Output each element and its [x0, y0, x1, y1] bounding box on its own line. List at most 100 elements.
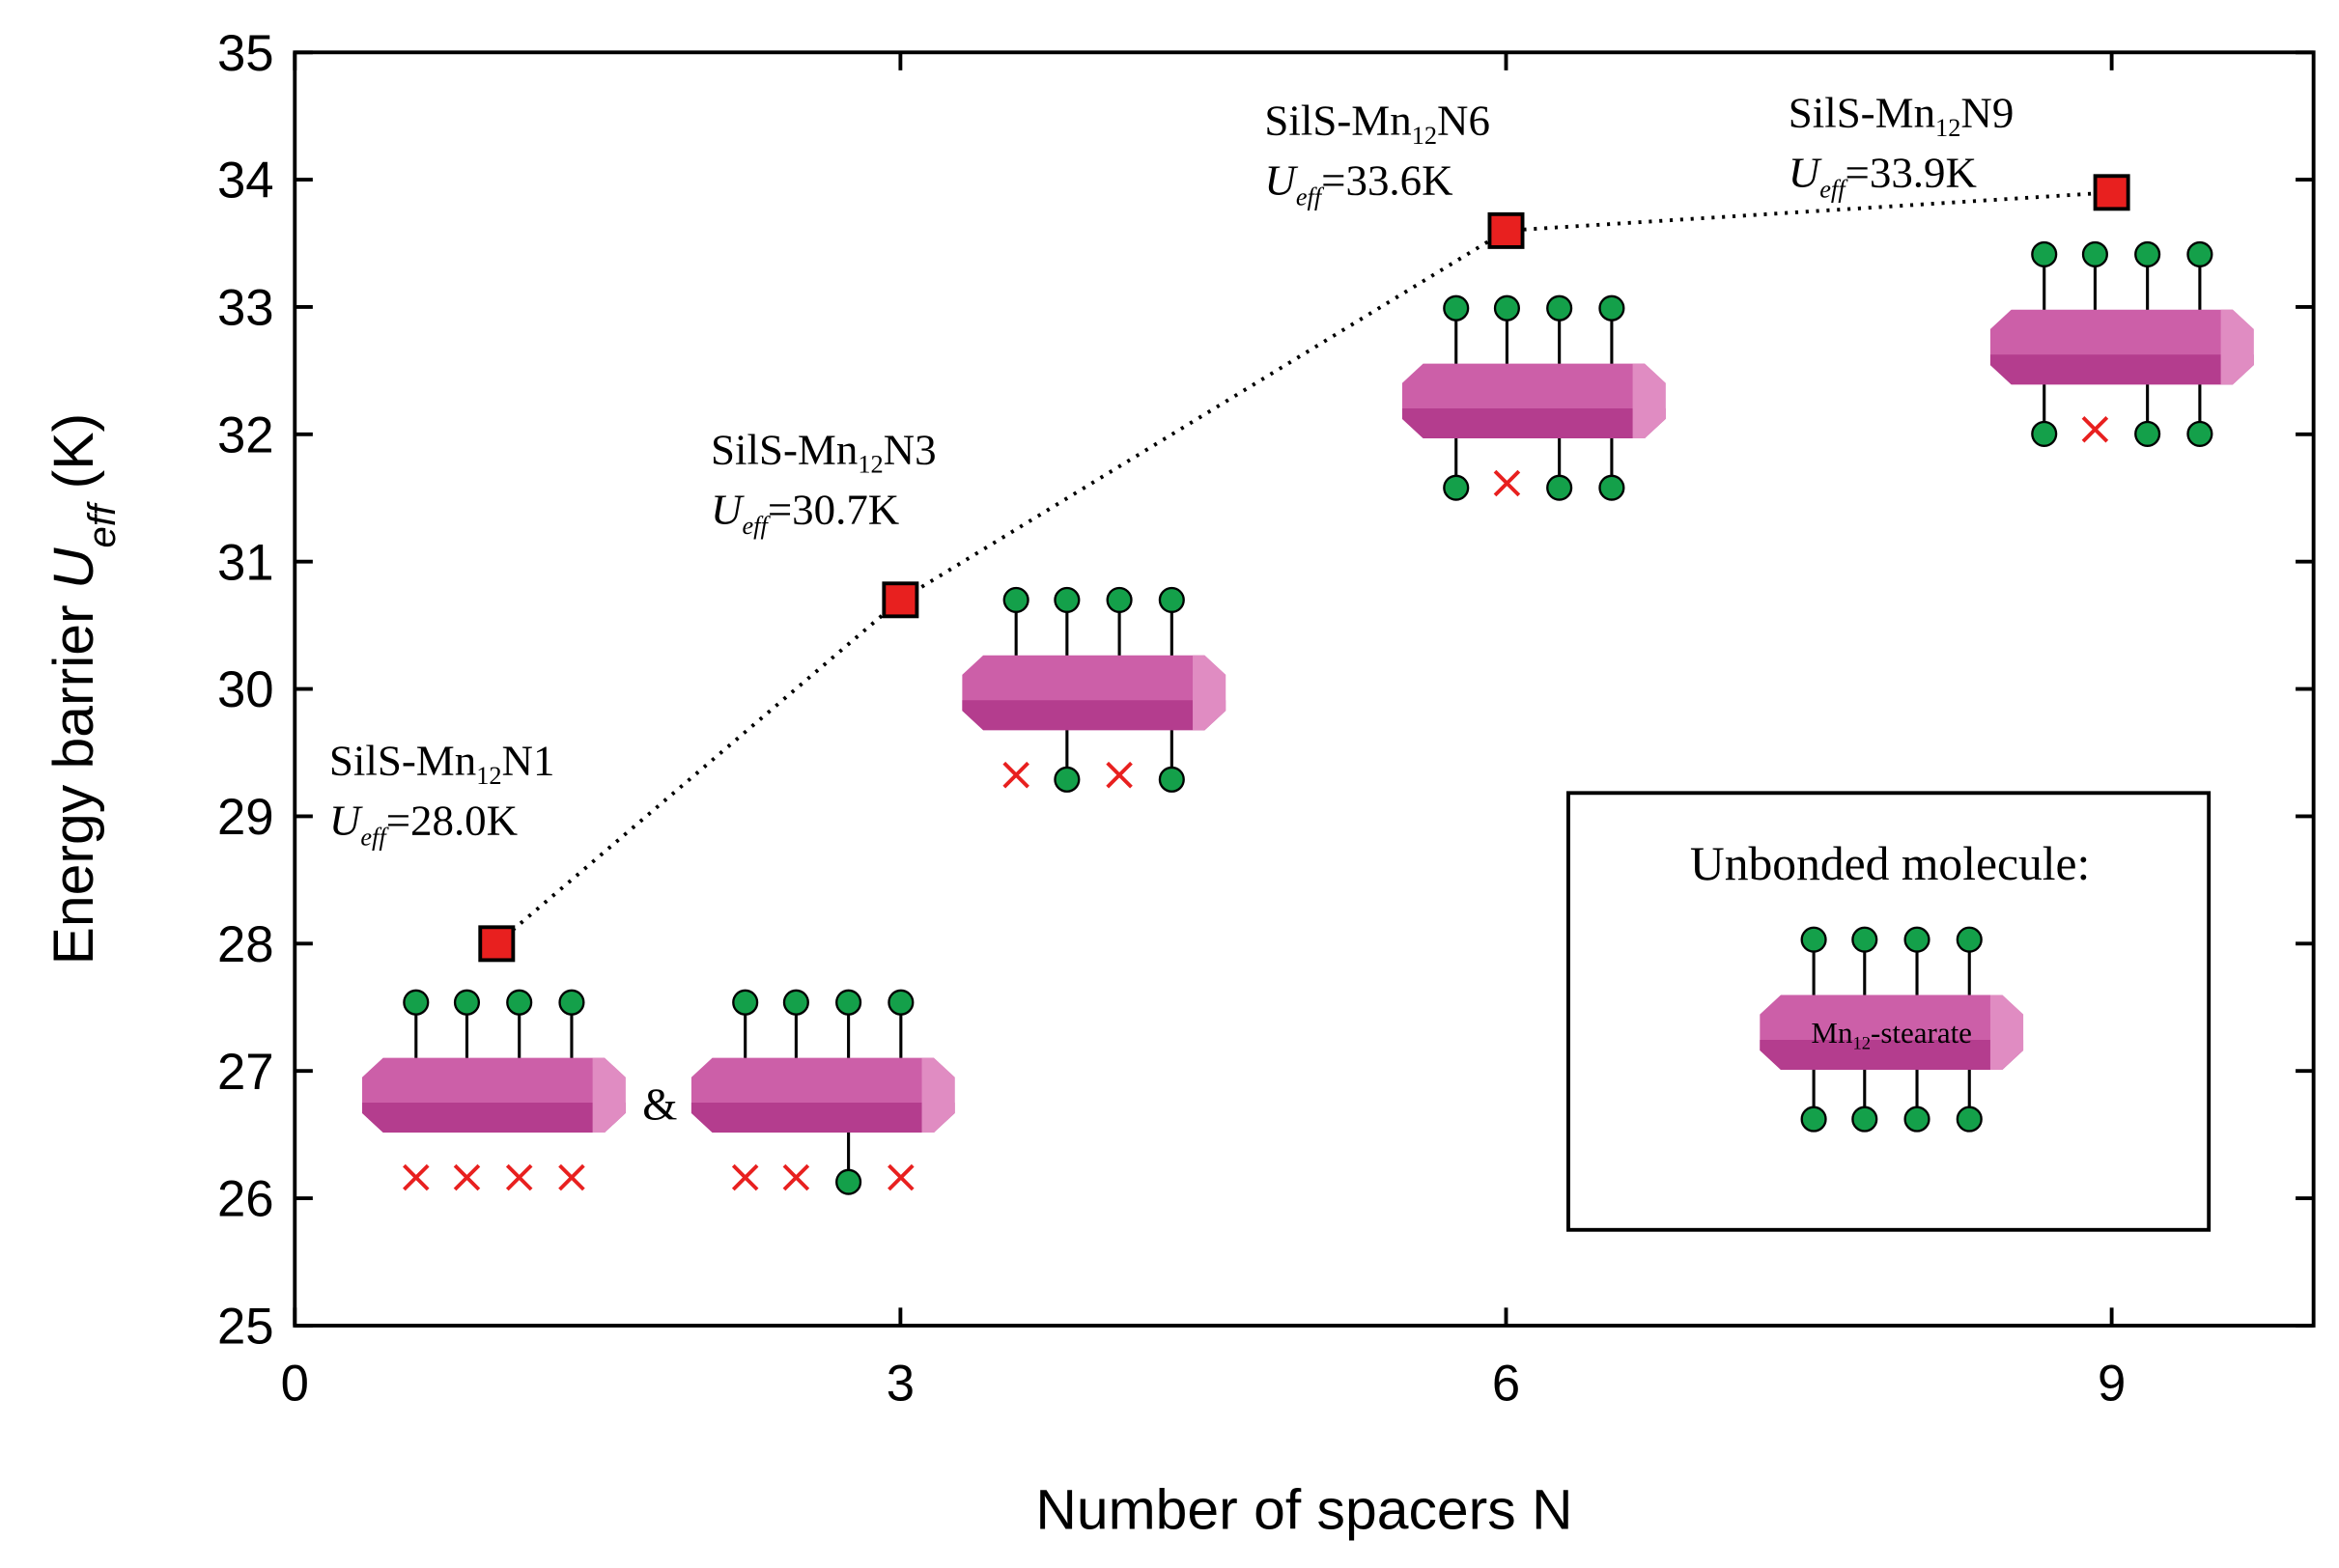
- y-axis-label-part: eff: [80, 501, 124, 548]
- ligand: [1158, 766, 1185, 793]
- y-tick-label: 29: [217, 789, 274, 846]
- ligand: [2186, 240, 2213, 268]
- ligand: [1903, 926, 1930, 953]
- ligand: [1956, 1106, 1983, 1133]
- annotation-name-part: SilS-Mn: [1264, 96, 1411, 144]
- ligand: [2134, 420, 2161, 447]
- y-axis-label-part: U: [42, 547, 105, 589]
- core-highlight: [1989, 994, 2024, 1070]
- annotation-value-part: =33.6K: [1321, 155, 1452, 204]
- missing-ligand: [1106, 761, 1133, 789]
- annotation-value-part: eff: [360, 824, 389, 852]
- ligand: [1493, 294, 1520, 322]
- molecule-diagram: [361, 989, 626, 1191]
- core-shade: [1989, 354, 2254, 385]
- y-tick-label: 30: [217, 661, 274, 718]
- ligand: [403, 989, 430, 1016]
- annotation-name-part: 12: [1935, 114, 1960, 142]
- annotation-name-part: N1: [502, 737, 555, 785]
- y-axis-label: Energy barrier Ueff (K): [42, 413, 123, 966]
- ligand: [1598, 474, 1625, 501]
- ligand: [2186, 420, 2213, 447]
- ligand: [1903, 1106, 1930, 1133]
- annotation-name: SilS-Mn12N3: [711, 425, 937, 478]
- annotation-value: Ueff=28.0K: [329, 797, 518, 852]
- molecule-diagram: [1989, 240, 2254, 447]
- annotation-name-part: 12: [858, 451, 883, 479]
- ligand: [1800, 1106, 1827, 1133]
- core-shade: [690, 1103, 955, 1134]
- molecule-diagram: [1760, 926, 2024, 1133]
- ligand: [835, 1168, 862, 1195]
- annotation-value: Ueff=30.7K: [711, 485, 899, 540]
- missing-ligand: [403, 1163, 430, 1191]
- ligand: [1443, 474, 1470, 501]
- annotation-value-part: U: [329, 797, 363, 845]
- y-axis-label-part: (K): [42, 413, 105, 505]
- y-tick-label: 28: [217, 916, 274, 973]
- ligand: [2031, 420, 2058, 447]
- annotation-name: SilS-Mn12N9: [1789, 89, 2015, 142]
- point-marker: [882, 581, 919, 619]
- annotation-value-part: eff: [743, 512, 772, 540]
- core-shade: [1760, 1039, 2024, 1070]
- annotation-value-part: U: [1789, 149, 1822, 197]
- inset-label-part: Mn: [1811, 1016, 1853, 1050]
- missing-ligand: [1002, 761, 1029, 789]
- ligand: [2081, 240, 2108, 268]
- molecule-diagram: [962, 586, 1226, 793]
- annotation-value-part: eff: [1819, 176, 1848, 204]
- annotation-name-part: SilS-Mn: [329, 737, 476, 785]
- ligand: [1800, 926, 1827, 953]
- ligand: [1158, 586, 1185, 613]
- ligand: [1054, 586, 1081, 613]
- core-highlight: [1193, 655, 1226, 731]
- molecule-diagram: [690, 989, 955, 1195]
- ligand: [888, 989, 915, 1016]
- x-tick-label: 6: [1492, 1355, 1520, 1412]
- y-tick-label: 26: [217, 1171, 274, 1228]
- annotation-value-part: U: [1264, 155, 1298, 204]
- ligand: [558, 989, 585, 1016]
- ligand: [1106, 586, 1133, 613]
- ligand: [1851, 926, 1878, 953]
- x-axis-label: Number of spacers N: [1035, 1479, 1572, 1542]
- annotation-name-part: N6: [1437, 96, 1490, 144]
- inset-label-part: 12: [1852, 1033, 1871, 1053]
- y-axis-label-part: Energy barrier: [42, 589, 105, 965]
- y-tick-label: 27: [217, 1044, 274, 1101]
- ligand: [835, 989, 862, 1016]
- core-shade: [1401, 408, 1666, 439]
- ligand: [453, 989, 481, 1016]
- annotation-name-part: N3: [884, 425, 937, 473]
- core-highlight: [592, 1057, 626, 1134]
- annotation-value-part: =28.0K: [386, 797, 518, 845]
- ligand: [1851, 1106, 1878, 1133]
- x-tick-label: 0: [281, 1355, 309, 1412]
- point-marker: [2093, 174, 2130, 211]
- annotation-name-part: SilS-Mn: [711, 425, 858, 473]
- missing-ligand: [558, 1163, 585, 1191]
- y-tick-label: 33: [217, 280, 274, 337]
- y-tick-label: 35: [217, 25, 274, 82]
- inset-label: Mn12-stearate: [1811, 1016, 1972, 1053]
- y-tick-label: 25: [217, 1299, 274, 1356]
- inset-title: Unbonded molecule:: [1690, 837, 2090, 890]
- ligand: [2031, 240, 2058, 268]
- annotation-value-part: U: [711, 485, 745, 533]
- ligand: [1054, 766, 1081, 793]
- y-tick-label: 31: [217, 534, 274, 591]
- missing-ligand: [888, 1163, 915, 1191]
- core-highlight: [1632, 363, 1666, 439]
- core-highlight: [921, 1057, 955, 1134]
- annotation-name-part: SilS-Mn: [1789, 89, 1935, 137]
- point-marker: [478, 925, 516, 963]
- annotation-value-part: eff: [1296, 182, 1325, 210]
- missing-ligand: [1493, 469, 1521, 497]
- ampersand: &: [642, 1080, 677, 1130]
- point-marker: [1487, 211, 1525, 249]
- ligand: [1546, 294, 1573, 322]
- ligand: [1546, 474, 1573, 501]
